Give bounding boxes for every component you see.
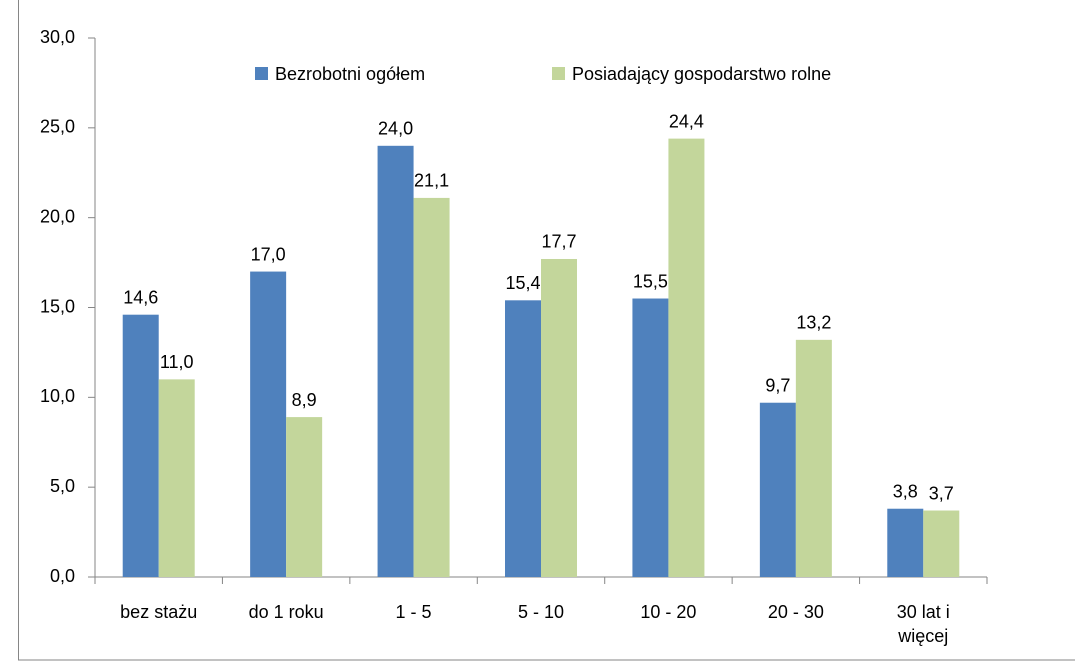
x-tick-label: bez stażu xyxy=(120,602,198,622)
bar xyxy=(632,298,669,577)
bar xyxy=(286,417,323,577)
value-label: 21,1 xyxy=(414,171,449,191)
value-label: 24,0 xyxy=(378,119,413,139)
value-label: 3,7 xyxy=(929,483,954,503)
y-tick-label: 5,0 xyxy=(50,476,75,496)
x-tick-label: 5 - 10 xyxy=(517,602,565,622)
value-label: 24,4 xyxy=(669,111,704,131)
x-tick-label: 20 - 30 xyxy=(767,602,824,622)
y-tick-label: 15,0 xyxy=(40,296,75,316)
bar xyxy=(250,271,287,577)
y-tick-label: 0,0 xyxy=(50,566,75,586)
value-label: 14,6 xyxy=(123,287,158,307)
y-tick-label: 20,0 xyxy=(40,206,75,226)
value-label: 17,7 xyxy=(541,232,576,252)
bar xyxy=(759,402,796,577)
bar xyxy=(795,339,832,577)
chart-border xyxy=(18,0,1075,661)
x-tick-label: 10 - 20 xyxy=(640,602,697,622)
bar xyxy=(377,145,414,578)
bar xyxy=(887,508,924,577)
legend-swatch xyxy=(255,67,268,80)
legend-label: Bezrobotni ogółem xyxy=(275,64,425,84)
value-label: 17,0 xyxy=(251,244,286,264)
bar xyxy=(505,300,541,577)
x-tick-label: 1 - 5 xyxy=(395,602,432,622)
value-label: 9,7 xyxy=(765,375,790,395)
y-tick-label: 10,0 xyxy=(40,386,75,406)
bar xyxy=(923,510,960,577)
bar xyxy=(668,138,705,577)
value-label: 11,0 xyxy=(160,352,194,372)
value-label: 15,4 xyxy=(505,273,540,293)
legend-swatch xyxy=(552,67,565,80)
legend-label: Posiadający gospodarstwo rolne xyxy=(572,64,831,84)
y-tick-label: 30,0 xyxy=(40,27,75,47)
value-label: 3,8 xyxy=(893,481,918,501)
value-label: 8,9 xyxy=(292,390,317,410)
x-tick-label: 30 lat i więcej xyxy=(896,602,950,646)
value-label: 13,2 xyxy=(796,313,831,333)
x-tick-label: do 1 roku xyxy=(248,602,324,622)
value-label: 15,5 xyxy=(633,271,668,291)
bar xyxy=(122,314,159,577)
y-tick-label: 25,0 xyxy=(40,117,75,137)
bar xyxy=(413,197,450,578)
bar xyxy=(541,258,577,577)
bar xyxy=(158,379,195,577)
